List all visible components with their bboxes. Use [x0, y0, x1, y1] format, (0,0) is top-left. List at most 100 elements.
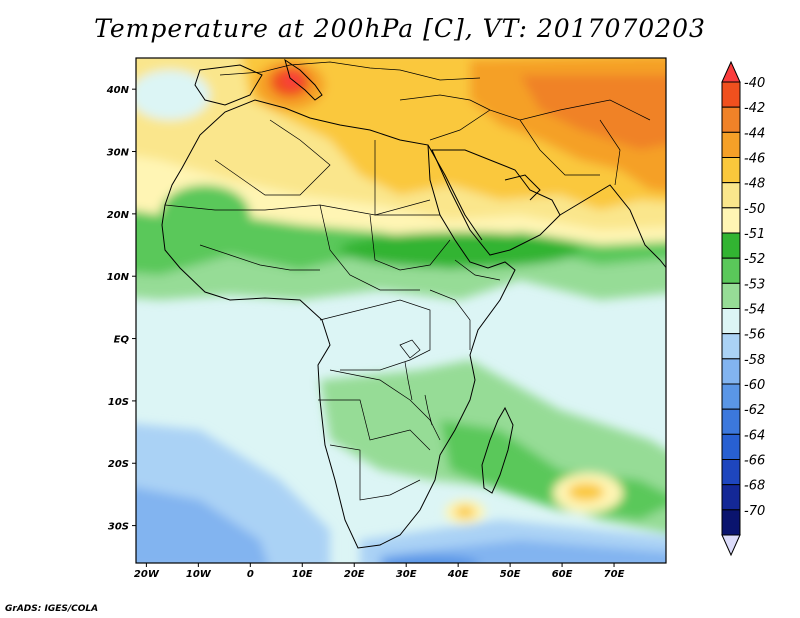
colorbar-swatch: [721, 207, 741, 234]
colorbar-swatch: [721, 308, 741, 335]
colorbar-label: -56: [744, 328, 765, 343]
border-algeria: [214, 119, 331, 196]
italy-coastline: [284, 58, 323, 101]
colorbar-label: -62: [744, 403, 765, 418]
border-angola-zambia: [318, 399, 431, 451]
y-tick-label: 20S: [108, 459, 129, 470]
x-tick-label: 30E: [396, 569, 417, 580]
border-turkey: [399, 94, 491, 111]
band-52-sahel: [340, 232, 580, 268]
colorbar-swatch: [721, 408, 741, 435]
border-sahel: [164, 199, 431, 216]
y-tick-label: EQ: [114, 335, 130, 346]
colorbar-label: -51: [744, 227, 765, 242]
colorbar-label: -58: [744, 353, 765, 368]
colorbar-label: -68: [744, 479, 765, 494]
colorbar-label: -50: [744, 202, 765, 217]
x-tick-label: 20W: [134, 569, 160, 580]
x-axis-ticks: 20W 10W 0 10E 20E 30E 40E 50E 60E 70E: [134, 563, 625, 580]
x-tick-label: 10E: [292, 569, 313, 580]
colorbar-label: -54: [744, 303, 765, 318]
colorbar-arrow-top: [721, 60, 741, 83]
colorbar-swatch: [721, 509, 741, 536]
colorbar-swatch: [721, 131, 741, 158]
colorbar-label: -70: [744, 504, 765, 519]
colorbar-label: -40: [744, 76, 765, 91]
colorbar-label: -46: [744, 152, 765, 167]
border-central: [329, 369, 441, 441]
border-east-africa: [429, 289, 471, 350]
border-libya-egypt: [374, 140, 440, 216]
colorbar-swatch: [721, 106, 741, 133]
colorbar-label: -42: [744, 101, 765, 116]
madagascar-coastline: [481, 406, 514, 494]
lake-tanganyika: [404, 361, 413, 401]
coastlines: [161, 58, 666, 549]
band-58-southwest: [136, 487, 268, 563]
x-tick-label: 10W: [186, 569, 212, 580]
atlantic-cool-patch: [136, 70, 210, 120]
colorbar-swatch: [721, 459, 741, 486]
colorbar-swatch: [721, 157, 741, 184]
map-frame: [135, 57, 667, 564]
x-tick-label: 0: [247, 569, 254, 580]
gulf-coastline: [504, 174, 541, 201]
y-tick-label: 20N: [107, 210, 130, 221]
lake-victoria: [399, 339, 421, 359]
temperature-field: [136, 58, 666, 563]
y-tick-label: 10S: [108, 397, 129, 408]
y-tick-label: 30S: [108, 522, 129, 533]
x-tick-label: 70E: [604, 569, 625, 580]
colorbar-label: -52: [744, 252, 765, 267]
map-title: Temperature at 200hPa [C], VT: 201707020…: [94, 14, 706, 43]
y-tick-label: 30N: [107, 148, 130, 159]
x-tick-label: 20E: [344, 569, 365, 580]
border-drc: [319, 299, 431, 371]
border-horn: [454, 259, 501, 281]
colorbar-arrow-bottom: [721, 534, 741, 557]
colorbar-label: -48: [744, 177, 765, 192]
colorbar: -40 -42 -44 -46 -48 -50 -51 -52 -53 -54 -56 -58 -60 -…: [721, 60, 765, 557]
lake-malawi: [424, 394, 433, 426]
band-44: [520, 75, 666, 150]
band-60-southeast: [381, 555, 479, 563]
country-borders: [164, 61, 651, 501]
border-sudan: [369, 214, 451, 271]
border-iran: [519, 119, 600, 176]
colorbar-swatch: [721, 257, 741, 284]
colorbar-swatch: [721, 182, 741, 209]
border-europe: [219, 61, 481, 81]
y-tick-label: 10N: [107, 272, 130, 283]
border-west-africa: [199, 244, 320, 271]
x-tick-label: 60E: [552, 569, 573, 580]
colorbar-label: -64: [744, 428, 765, 443]
x-tick-label: 40E: [447, 569, 469, 580]
colorbar-swatch: [721, 358, 741, 385]
colorbar-swatch: [721, 282, 741, 310]
y-axis-ticks: 40N 30N 20N 10N EQ 10S 20S 30S: [106, 85, 136, 533]
colorbar-swatch: [721, 433, 741, 461]
colorbar-swatch: [721, 333, 741, 360]
grads-credit: GrADS: IGES/COLA: [5, 604, 99, 614]
colorbar-label: -53: [744, 277, 765, 292]
asia-coastline: [559, 184, 666, 269]
band-52-westafrica: [160, 185, 250, 245]
y-tick-label: 40N: [106, 85, 130, 96]
africa-coastline: [161, 99, 516, 549]
colorbar-label: -44: [744, 126, 765, 141]
border-chad-car: [319, 204, 420, 291]
colorbar-label: -66: [744, 454, 765, 469]
colorbar-swatch: [721, 81, 741, 108]
blob-48-madagascar-east: [568, 483, 604, 501]
border-pakistan-india: [599, 119, 621, 186]
border-namibia-botswana: [329, 444, 421, 501]
red-sea-coastline: [427, 144, 483, 241]
x-tick-label: 50E: [500, 569, 521, 580]
colorbar-swatch: [721, 383, 741, 410]
colorbar-swatch: [721, 232, 741, 259]
iberia-coastline: [194, 64, 263, 106]
blob-48-south-africa: [455, 506, 475, 518]
colorbar-swatch: [721, 484, 741, 511]
colorbar-label: -60: [744, 378, 765, 393]
